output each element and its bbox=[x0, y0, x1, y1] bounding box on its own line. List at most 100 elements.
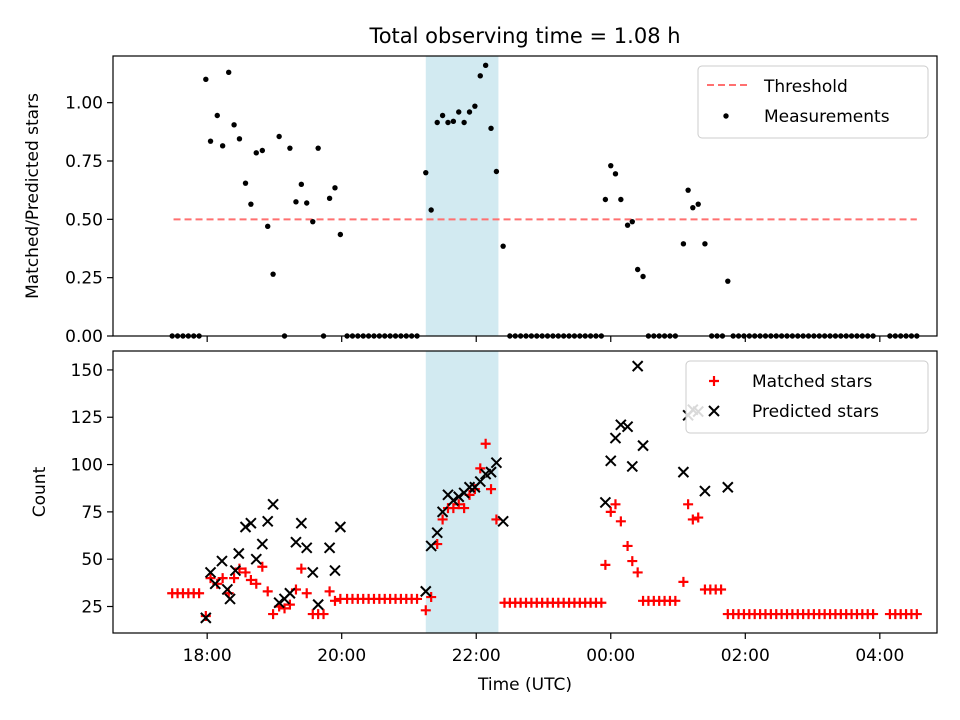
data-point bbox=[290, 536, 302, 548]
data-point bbox=[605, 506, 616, 517]
series-measurements bbox=[169, 62, 920, 339]
data-point bbox=[475, 463, 486, 474]
y-tick-label: 0.25 bbox=[65, 269, 103, 289]
data-point bbox=[315, 145, 321, 151]
legend-swatch bbox=[709, 376, 719, 386]
legend-label: Matched stars bbox=[752, 372, 872, 392]
data-point bbox=[295, 517, 308, 529]
data-point bbox=[485, 466, 497, 478]
data-point bbox=[219, 143, 226, 149]
data-point bbox=[332, 185, 338, 191]
data-point bbox=[217, 573, 228, 584]
data-point bbox=[500, 243, 506, 249]
counts-panel: 25 50 75 100 125 150 18:00 20:00 22:00 00:00 02:00… bbox=[30, 350, 938, 666]
data-point bbox=[216, 555, 228, 567]
axes-frame bbox=[112, 55, 938, 337]
data-point bbox=[279, 603, 290, 614]
x-tick-label: 22:00 bbox=[452, 646, 501, 666]
data-point bbox=[493, 168, 500, 175]
data-point bbox=[293, 199, 299, 205]
legend: Threshold Measurements bbox=[697, 65, 929, 139]
data-point bbox=[629, 218, 635, 225]
legend-label: Measurements bbox=[764, 107, 890, 127]
data-point bbox=[618, 196, 624, 203]
data-point bbox=[437, 514, 448, 525]
data-point bbox=[203, 76, 209, 83]
data-point bbox=[334, 521, 347, 533]
data-point bbox=[600, 559, 611, 570]
data-point bbox=[209, 578, 221, 590]
data-point bbox=[239, 521, 252, 533]
data-point bbox=[337, 231, 344, 238]
data-point bbox=[685, 187, 691, 193]
data-point bbox=[615, 419, 627, 431]
data-point bbox=[453, 499, 464, 510]
data-point bbox=[683, 499, 694, 510]
data-point bbox=[632, 567, 643, 578]
data-point bbox=[273, 597, 285, 609]
data-point bbox=[420, 605, 431, 616]
data-point bbox=[250, 553, 262, 565]
data-point bbox=[459, 503, 470, 514]
data-point bbox=[253, 150, 259, 156]
data-point bbox=[624, 222, 631, 228]
data-point bbox=[312, 598, 324, 611]
data-point bbox=[204, 566, 217, 579]
chart-title: Total observing time = 1.08 h bbox=[368, 24, 680, 48]
data-point bbox=[284, 587, 296, 599]
data-point bbox=[497, 515, 509, 528]
data-point bbox=[490, 456, 503, 469]
data-point bbox=[690, 204, 696, 211]
x-tick-label: 20:00 bbox=[317, 646, 366, 666]
data-point bbox=[245, 517, 257, 529]
data-point bbox=[439, 112, 446, 119]
data-point bbox=[323, 542, 336, 554]
data-point bbox=[267, 498, 279, 511]
data-point bbox=[287, 145, 293, 151]
series-matched-stars bbox=[167, 438, 922, 621]
data-point bbox=[637, 439, 649, 452]
data-point bbox=[477, 73, 483, 79]
data-point bbox=[725, 278, 731, 284]
y-tick-label: 50 bbox=[81, 550, 103, 570]
data-point bbox=[612, 171, 619, 177]
data-point bbox=[301, 588, 312, 599]
data-point bbox=[318, 609, 329, 620]
data-point bbox=[420, 585, 432, 598]
data-point bbox=[631, 360, 644, 372]
data-point bbox=[425, 540, 437, 552]
data-point bbox=[301, 542, 313, 554]
legend-swatch bbox=[708, 405, 720, 417]
data-point bbox=[680, 241, 687, 247]
data-point bbox=[488, 125, 494, 132]
data-point bbox=[324, 586, 335, 597]
data-point bbox=[326, 195, 333, 202]
data-point bbox=[450, 118, 457, 125]
y-tick-label: 75 bbox=[81, 503, 103, 523]
data-point bbox=[472, 103, 478, 109]
data-point bbox=[447, 494, 460, 507]
legend-label: Predicted stars bbox=[752, 402, 879, 422]
data-point bbox=[298, 181, 305, 188]
series-predicted-stars bbox=[200, 360, 734, 624]
data-point bbox=[448, 503, 459, 514]
data-point bbox=[270, 271, 276, 277]
data-point bbox=[268, 609, 279, 620]
y-tick-label: 1.00 bbox=[65, 94, 103, 114]
data-point bbox=[262, 586, 273, 597]
y-axis-label: Count bbox=[30, 466, 50, 517]
data-point bbox=[225, 69, 232, 76]
x-tick-label: 04:00 bbox=[855, 646, 904, 666]
data-point bbox=[626, 460, 638, 473]
data-point bbox=[687, 514, 698, 525]
data-point bbox=[229, 564, 242, 577]
data-point bbox=[634, 266, 641, 273]
data-point bbox=[284, 599, 295, 610]
data-point bbox=[262, 515, 274, 528]
data-point bbox=[702, 241, 708, 247]
data-point bbox=[722, 481, 734, 493]
data-point bbox=[599, 496, 612, 509]
data-point bbox=[627, 556, 638, 567]
data-point bbox=[205, 573, 216, 584]
